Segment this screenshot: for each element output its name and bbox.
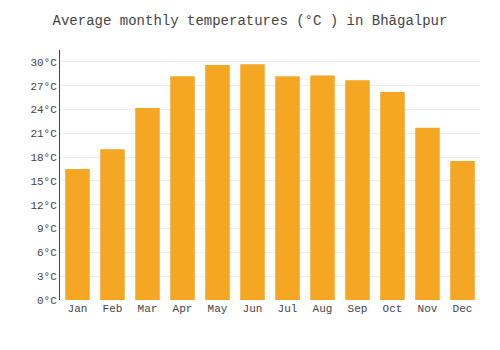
svg-text:Oct: Oct bbox=[383, 303, 403, 315]
svg-text:12°C: 12°C bbox=[30, 200, 57, 212]
svg-text:9°C: 9°C bbox=[37, 223, 57, 235]
svg-text:Nov: Nov bbox=[418, 303, 438, 315]
svg-text:27°C: 27°C bbox=[30, 81, 57, 93]
svg-text:21°C: 21°C bbox=[30, 128, 57, 140]
svg-text:30°C: 30°C bbox=[30, 57, 57, 69]
svg-text:6°C: 6°C bbox=[37, 247, 57, 259]
svg-text:0°C: 0°C bbox=[37, 295, 57, 307]
svg-text:15°C: 15°C bbox=[30, 176, 57, 188]
svg-text:May: May bbox=[208, 303, 228, 315]
svg-text:Jan: Jan bbox=[68, 303, 88, 315]
svg-text:24°C: 24°C bbox=[30, 104, 57, 116]
svg-text:Feb: Feb bbox=[103, 303, 123, 315]
svg-text:Mar: Mar bbox=[138, 303, 158, 315]
svg-text:18°C: 18°C bbox=[30, 152, 57, 164]
svg-text:Apr: Apr bbox=[173, 303, 193, 315]
svg-text:Sep: Sep bbox=[348, 303, 368, 315]
svg-text:Aug: Aug bbox=[313, 303, 333, 315]
svg-text:Jul: Jul bbox=[278, 303, 298, 315]
svg-text:Average monthly temperatures (: Average monthly temperatures (°C ) in Bh… bbox=[53, 13, 448, 29]
svg-text:3°C: 3°C bbox=[37, 271, 57, 283]
svg-text:Jun: Jun bbox=[243, 303, 263, 315]
svg-text:Dec: Dec bbox=[453, 303, 473, 315]
